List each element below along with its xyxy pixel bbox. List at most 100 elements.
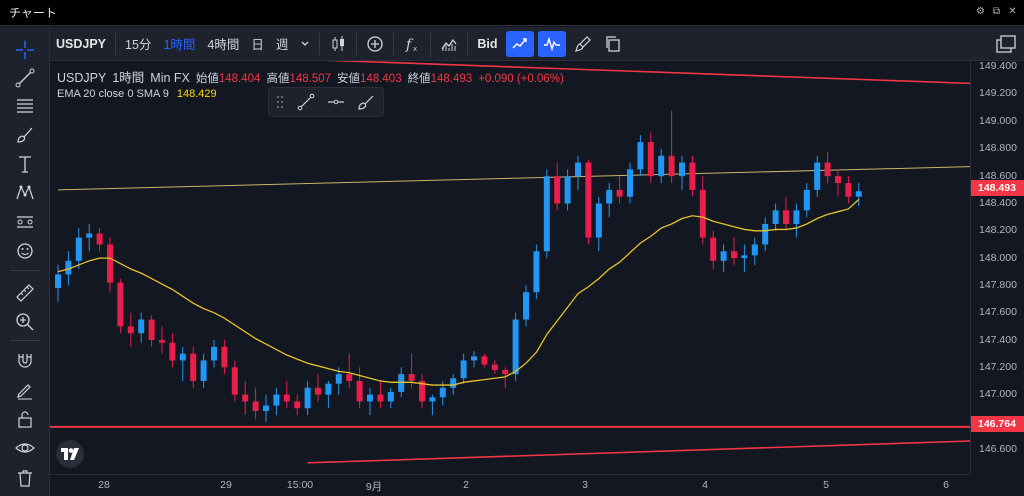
candle-body [481,356,488,365]
time-axis[interactable]: 28 29 15:00 9月 2 3 4 5 6 [50,474,970,496]
candle-body [315,387,321,395]
candle-body [273,394,280,406]
svg-text:f: f [405,37,414,53]
candle-body [845,183,852,197]
interval-15m[interactable]: 15分 [125,38,152,52]
lock-tool[interactable] [12,408,38,430]
pattern-tool[interactable] [12,182,38,204]
line-chart-toggle[interactable] [505,30,534,57]
magnet-icon [18,354,32,368]
candle-body [190,353,197,381]
candle-body [668,155,675,177]
compare-button[interactable] [360,27,390,61]
delete-drawings-tool[interactable] [12,467,38,489]
candle-body [491,364,498,371]
popout-icon[interactable]: ⧉ [992,6,1001,17]
text-tool[interactable] [12,153,38,175]
candle-body [803,189,810,211]
close-icon[interactable]: ✕ [1008,6,1017,17]
window-controls: ⚙ ⧉ ✕ [975,6,1018,17]
close-value: 148.493 [430,73,473,85]
settings-icon[interactable]: ⚙ [976,6,985,17]
lock-open-icon [18,411,32,428]
copy-button[interactable] [598,27,628,61]
float-trendline-button[interactable] [291,88,321,116]
drag-handle[interactable] [269,88,291,116]
chart-pane[interactable] [50,61,970,474]
interval-dropdown[interactable] [294,27,316,61]
candle-body [720,251,727,261]
separator [10,340,40,341]
horizontal-line-icon [328,99,344,105]
indicator-legend[interactable]: EMA 20 close 0 SMA 9 148.429 [57,88,217,100]
drawing-toolbar [0,27,50,496]
price-label: 148.800 [979,142,1017,154]
hide-drawings-tool[interactable] [12,437,38,459]
legend-source: Min FX [150,71,190,85]
time-label: 5 [823,479,829,491]
candle-body [148,319,155,340]
stay-drawing-tool[interactable] [12,379,38,401]
magnet-tool[interactable] [12,350,38,372]
time-label: 28 [98,479,110,491]
price-label: 149.200 [979,87,1017,99]
tradingview-logo[interactable] [56,440,84,468]
horizontal-line-price-tag: 146.764 [971,416,1024,432]
interval-week[interactable]: 週 [275,38,289,52]
separator [430,32,432,55]
plus-circle-icon [367,35,384,52]
crosshair-tool[interactable] [12,39,38,61]
fib-tool[interactable] [12,95,38,117]
candle-body [211,346,217,361]
signal-toggle[interactable] [537,30,566,57]
trendline-icon [297,93,315,111]
candle-body [699,189,706,238]
candle-body [346,374,353,381]
brush-tool[interactable] [12,124,38,146]
pattern-icon [16,185,34,200]
candle-body [575,162,581,177]
smiley-icon [17,243,33,259]
logo-icon [61,448,79,460]
trendline-tool[interactable] [12,67,38,89]
price-label: 147.400 [979,334,1017,346]
price-axis[interactable]: 149.400 149.200 149.000 148.800 148.600 … [970,60,1024,474]
float-hline-button[interactable] [321,88,351,116]
interval-1h[interactable]: 1時間 [163,38,196,52]
prediction-tool[interactable] [12,211,38,233]
pulse-icon [543,36,560,51]
candle-body [554,176,561,204]
text-icon [19,156,31,173]
trendline [324,61,970,85]
paint-brush-button[interactable] [568,27,598,61]
candle-body [835,176,841,184]
float-brush-button[interactable] [351,88,381,116]
price-label: 149.000 [979,115,1017,127]
time-label: 29 [220,479,232,491]
ruler-tool[interactable] [12,282,38,304]
symbol-selector[interactable]: USDJPY [56,36,107,51]
candle-body [283,394,290,402]
candle-body [159,340,165,343]
candle-type-button[interactable] [323,27,353,61]
candle-body [460,360,467,379]
pen-icon [358,95,374,110]
templates-button[interactable] [434,27,464,61]
candle-body [429,397,436,402]
candle-body [793,210,800,224]
zoom-tool[interactable] [12,311,38,333]
eye-icon [15,443,35,453]
candle-body [117,282,124,327]
price-label: 147.600 [979,306,1017,318]
interval-4h[interactable]: 4時間 [207,38,240,52]
icon-tool[interactable] [12,240,38,262]
candle-body [242,394,249,402]
interval-day[interactable]: 日 [251,38,264,52]
candle-body [294,401,301,409]
price-source-bid[interactable]: Bid [477,36,498,51]
layout-button[interactable] [992,30,1020,58]
price-label: 148.400 [979,197,1017,209]
separator [319,32,321,55]
